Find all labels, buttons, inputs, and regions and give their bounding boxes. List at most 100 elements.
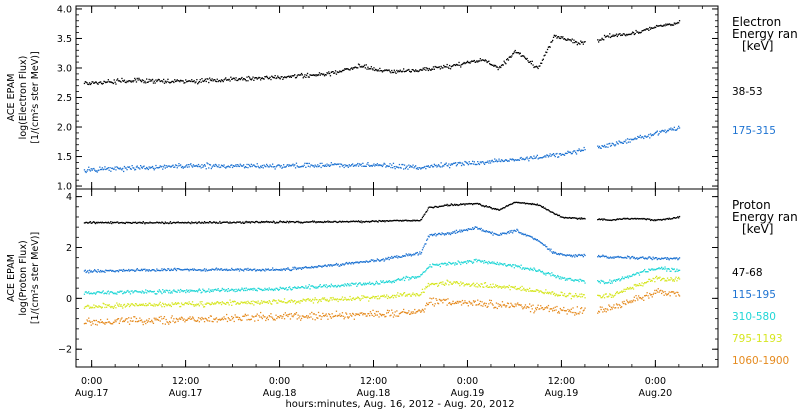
- data-point-115-195: [87, 270, 89, 272]
- data-point-795-1193: [460, 281, 462, 283]
- data-point-1060-1900: [217, 318, 219, 321]
- data-point-175-315: [237, 165, 240, 167]
- data-point-47-68: [263, 221, 265, 224]
- data-point-795-1193: [422, 291, 424, 293]
- data-point-175-315: [218, 164, 220, 166]
- data-point-1060-1900: [169, 321, 172, 324]
- data-point-310-580: [371, 282, 373, 284]
- data-point-175-315: [574, 150, 576, 152]
- data-point-115-195: [662, 258, 664, 260]
- data-point-38-53: [386, 69, 388, 71]
- data-point-47-68: [549, 210, 551, 213]
- data-point-47-68: [430, 206, 432, 208]
- data-point-38-53: [461, 63, 464, 65]
- data-point-310-580: [552, 274, 555, 276]
- data-point-115-195: [493, 232, 495, 234]
- data-point-175-315: [438, 165, 441, 167]
- data-point-38-53: [535, 65, 538, 67]
- data-point-1060-1900: [484, 305, 487, 307]
- data-point-310-580: [176, 291, 178, 293]
- data-point-1060-1900: [572, 307, 574, 309]
- data-point-38-53: [529, 61, 531, 63]
- data-point-175-315: [649, 133, 652, 135]
- data-point-1060-1900: [317, 317, 319, 319]
- data-point-47-68: [553, 213, 555, 215]
- data-point-1060-1900: [369, 315, 371, 317]
- data-point-795-1193: [427, 282, 429, 285]
- data-point-1060-1900: [464, 300, 466, 302]
- data-point-310-580: [326, 286, 328, 289]
- data-point-38-53: [208, 81, 210, 84]
- data-point-175-315: [481, 161, 483, 163]
- data-point-1060-1900: [117, 318, 119, 320]
- data-point-795-1193: [386, 294, 388, 296]
- data-point-795-1193: [95, 305, 97, 307]
- data-point-47-68: [461, 203, 464, 205]
- data-point-47-68: [524, 203, 527, 205]
- data-point-115-195: [227, 269, 229, 271]
- data-point-38-53: [191, 80, 194, 83]
- data-point-1060-1900: [344, 316, 346, 318]
- data-point-1060-1900: [388, 310, 390, 312]
- data-point-38-53: [509, 55, 511, 58]
- data-point-38-53: [243, 78, 246, 80]
- data-point-115-195: [338, 265, 340, 267]
- data-point-175-315: [169, 165, 171, 167]
- data-point-38-53: [502, 64, 504, 66]
- data-point-115-195: [184, 268, 186, 270]
- data-point-115-195: [543, 244, 545, 246]
- data-point-795-1193: [414, 293, 416, 295]
- data-point-115-195: [300, 268, 303, 270]
- data-point-310-580: [427, 267, 429, 269]
- data-point-38-53: [525, 58, 527, 60]
- data-point-1060-1900: [368, 313, 370, 315]
- data-point-1060-1900: [91, 321, 93, 323]
- data-point-795-1193: [123, 303, 126, 306]
- data-point-310-580: [649, 269, 651, 271]
- data-point-47-68: [119, 222, 121, 224]
- data-point-47-68: [207, 221, 209, 224]
- data-point-175-315: [242, 165, 244, 167]
- data-point-310-580: [380, 281, 383, 283]
- data-point-38-53: [349, 69, 351, 71]
- data-point-47-68: [315, 222, 317, 224]
- data-point-310-580: [166, 289, 168, 292]
- data-point-38-53: [638, 32, 640, 34]
- data-point-175-315: [386, 165, 388, 167]
- data-point-175-315: [665, 131, 667, 134]
- data-point-175-315: [666, 130, 668, 133]
- data-point-1060-1900: [380, 313, 382, 316]
- data-point-795-1193: [465, 284, 467, 286]
- data-point-795-1193: [245, 301, 247, 303]
- data-point-1060-1900: [106, 318, 109, 320]
- data-point-310-580: [405, 275, 407, 278]
- data-point-175-315: [214, 163, 217, 166]
- data-point-1060-1900: [357, 313, 360, 315]
- data-point-795-1193: [493, 286, 495, 288]
- data-point-175-315: [611, 142, 613, 144]
- data-point-310-580: [123, 292, 125, 294]
- data-point-175-315: [327, 165, 329, 167]
- data-point-115-195: [531, 236, 533, 238]
- data-point-175-315: [340, 163, 342, 165]
- data-point-115-195: [294, 267, 297, 269]
- data-point-47-68: [147, 222, 149, 224]
- data-point-47-68: [123, 222, 126, 224]
- data-point-310-580: [625, 276, 627, 278]
- data-point-115-195: [343, 264, 345, 266]
- data-point-310-580: [572, 279, 574, 281]
- data-point-310-580: [529, 269, 531, 271]
- data-point-175-315: [312, 165, 314, 167]
- data-point-47-68: [333, 220, 335, 223]
- data-point-310-580: [257, 287, 259, 289]
- data-point-310-580: [422, 271, 424, 273]
- data-point-175-315: [492, 161, 494, 163]
- data-point-795-1193: [394, 295, 396, 297]
- data-point-115-195: [632, 257, 635, 259]
- data-point-38-53: [281, 76, 283, 78]
- data-point-1060-1900: [487, 305, 489, 308]
- data-point-795-1193: [364, 296, 366, 298]
- data-point-310-580: [156, 293, 158, 295]
- data-point-115-195: [335, 262, 338, 265]
- data-point-47-68: [482, 204, 484, 207]
